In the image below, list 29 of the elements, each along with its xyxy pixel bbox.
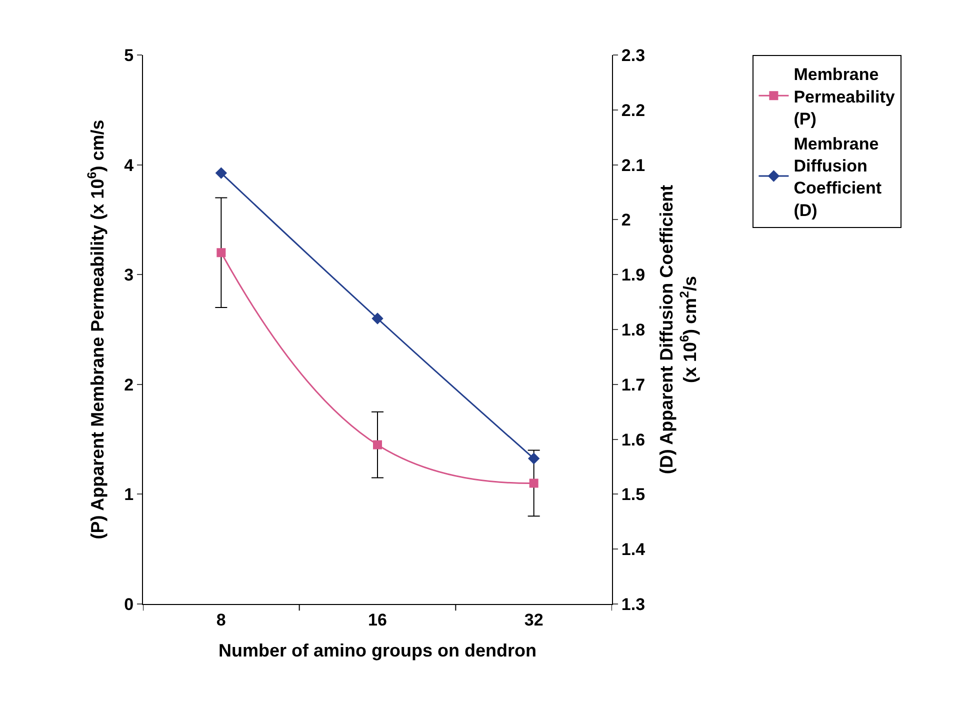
x-tick-label: 32	[524, 610, 544, 630]
y2-tick-label: 2	[621, 210, 631, 230]
point	[216, 248, 226, 258]
y2-tick-label: 1.6	[621, 430, 646, 450]
point	[373, 440, 382, 450]
x-tick-label: 8	[216, 610, 226, 630]
point	[215, 167, 228, 179]
y2-tick-label: 1.9	[621, 266, 646, 285]
y2-tick-label: 2.1	[621, 156, 646, 175]
y-tick-label: 0	[124, 594, 134, 614]
point	[529, 478, 538, 488]
y-tick-label: 3	[124, 266, 134, 285]
legend-label: Membrane Diffusion Coefficient (D)	[794, 134, 882, 220]
point	[528, 452, 540, 464]
y-tick-label: 2	[124, 375, 134, 394]
y-tick-label: 5	[124, 46, 134, 65]
x-tick-label: 16	[368, 610, 387, 630]
y2-tick-label: 1.8	[621, 320, 646, 340]
y-tick-label: 1	[124, 485, 134, 504]
y2-tick-label: 1.5	[621, 485, 646, 504]
y2-tick-label: 1.7	[621, 375, 646, 394]
legend-label: Membrane Permeability (P)	[794, 65, 896, 128]
y2-tick-label: 2.3	[621, 46, 646, 65]
x-axis-title: Number of amino groups on dendron	[218, 640, 536, 660]
y2-tick-label: 1.4	[621, 540, 646, 560]
point	[372, 312, 384, 324]
y-tick-label: 4	[124, 156, 134, 175]
y2-tick-label: 1.3	[621, 594, 646, 614]
y2-tick-label: 2.2	[621, 100, 646, 120]
